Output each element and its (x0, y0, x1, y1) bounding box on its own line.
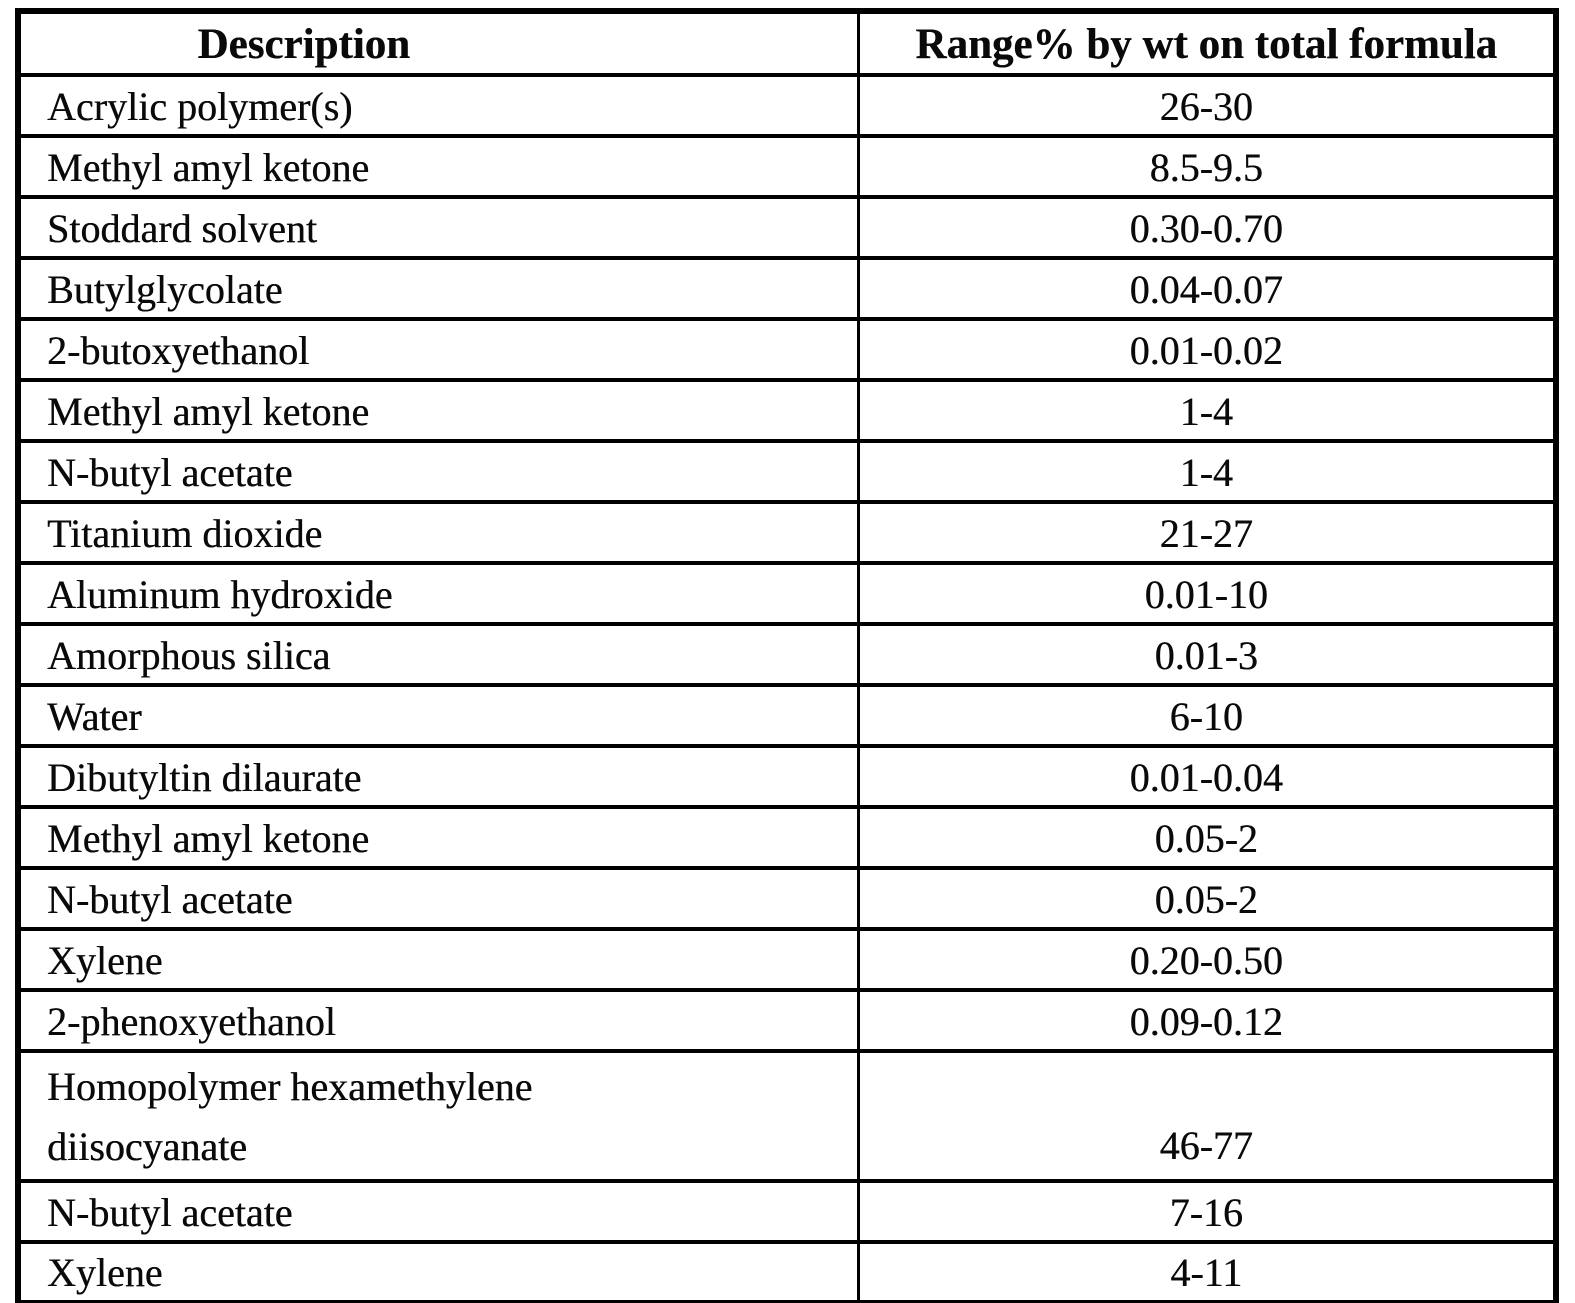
description-cell: Methyl amyl ketone (16, 805, 860, 870)
description-cell: Amorphous silica (16, 622, 860, 687)
description-cell: Water (16, 683, 860, 748)
description-cell: Xylene (16, 1240, 860, 1303)
range-cell: 21-27 (856, 500, 1558, 565)
description-cell: Aluminum hydroxide (16, 561, 860, 626)
description-cell: Homopolymer hexamethylene diisocyanate (16, 1049, 860, 1183)
composition-table: Description Range% by wt on total formul… (15, 8, 1559, 1303)
table-row: Xylene 0.20-0.50 (16, 927, 1558, 992)
range-cell: 0.05-2 (856, 805, 1558, 870)
range-cell: 0.05-2 (856, 866, 1558, 931)
table-row: Dibutyltin dilaurate 0.01-0.04 (16, 744, 1558, 809)
description-cell: 2-butoxyethanol (16, 317, 860, 382)
description-text: Homopolymer hexamethylene diisocyanate (47, 1064, 533, 1169)
range-cell: 1-4 (856, 378, 1558, 443)
range-cell: 1-4 (856, 439, 1558, 504)
range-cell: 7-16 (856, 1179, 1558, 1244)
table-row: N-butyl acetate 0.05-2 (16, 866, 1558, 931)
range-cell: 0.01-3 (856, 622, 1558, 687)
range-cell: 0.09-0.12 (856, 988, 1558, 1053)
table-row: Homopolymer hexamethylene diisocyanate 4… (16, 1049, 1558, 1183)
table-row: Amorphous silica 0.01-3 (16, 622, 1558, 687)
description-cell: 2-phenoxyethanol (16, 988, 860, 1053)
description-cell: N-butyl acetate (16, 439, 860, 504)
range-cell: 0.20-0.50 (856, 927, 1558, 992)
header-range: Range% by wt on total formula (856, 9, 1558, 77)
table-row: N-butyl acetate 1-4 (16, 439, 1558, 504)
range-cell: 0.01-10 (856, 561, 1558, 626)
range-cell: 0.04-0.07 (856, 256, 1558, 321)
table-row: Methyl amyl ketone 1-4 (16, 378, 1558, 443)
description-cell: Acrylic polymer(s) (16, 73, 860, 138)
description-cell: Dibutyltin dilaurate (16, 744, 860, 809)
description-cell: Titanium dioxide (16, 500, 860, 565)
table-row: Water 6-10 (16, 683, 1558, 748)
table-row: Methyl amyl ketone 8.5-9.5 (16, 134, 1558, 199)
range-cell: 0.30-0.70 (856, 195, 1558, 260)
range-cell: 4-11 (856, 1240, 1558, 1303)
table-row: Aluminum hydroxide 0.01-10 (16, 561, 1558, 626)
description-cell: N-butyl acetate (16, 1179, 860, 1244)
table-row: Butylglycolate 0.04-0.07 (16, 256, 1558, 321)
table-row: Stoddard solvent 0.30-0.70 (16, 195, 1558, 260)
table-row: N-butyl acetate 7-16 (16, 1179, 1558, 1244)
table-row: 2-butoxyethanol 0.01-0.02 (16, 317, 1558, 382)
description-cell: Stoddard solvent (16, 195, 860, 260)
table-row: Titanium dioxide 21-27 (16, 500, 1558, 565)
range-cell: 8.5-9.5 (856, 134, 1558, 199)
description-cell: N-butyl acetate (16, 866, 860, 931)
header-description: Description (16, 9, 860, 77)
range-cell: 6-10 (856, 683, 1558, 748)
description-cell: Methyl amyl ketone (16, 134, 860, 199)
description-cell: Butylglycolate (16, 256, 860, 321)
table-header-row: Description Range% by wt on total formul… (16, 9, 1558, 77)
range-cell: 0.01-0.02 (856, 317, 1558, 382)
table-row: Acrylic polymer(s) 26-30 (16, 73, 1558, 138)
description-cell: Xylene (16, 927, 860, 992)
table-row: 2-phenoxyethanol 0.09-0.12 (16, 988, 1558, 1053)
range-cell: 26-30 (856, 73, 1558, 138)
table-row: Methyl amyl ketone 0.05-2 (16, 805, 1558, 870)
range-cell: 0.01-0.04 (856, 744, 1558, 809)
description-cell: Methyl amyl ketone (16, 378, 860, 443)
range-cell: 46-77 (856, 1049, 1558, 1183)
table-row: Xylene 4-11 (16, 1240, 1558, 1303)
